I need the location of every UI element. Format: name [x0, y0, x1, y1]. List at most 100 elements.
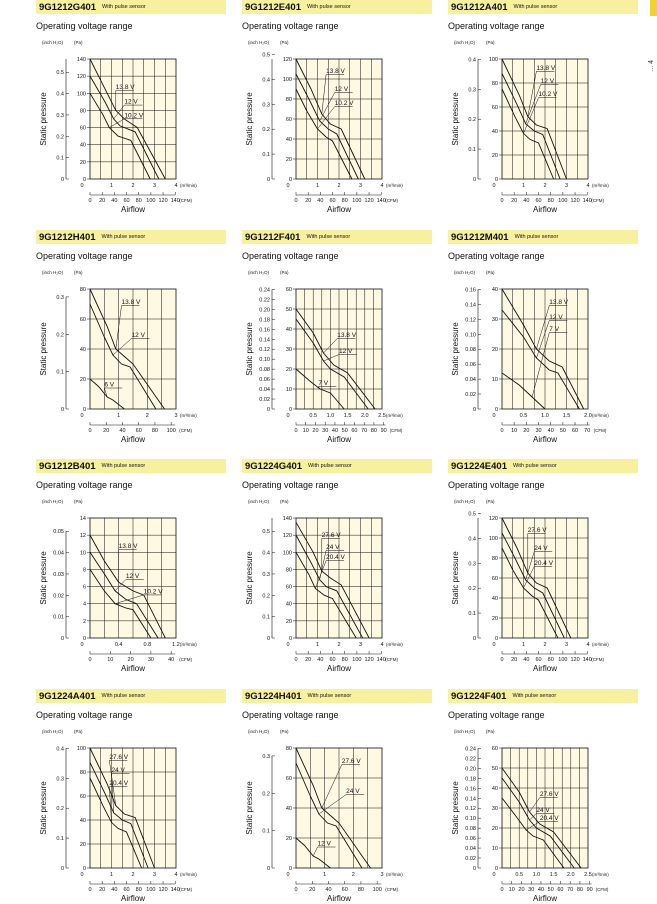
model-header: 9G1224F401 With pulse sensor: [448, 689, 638, 703]
x-zero-label: 0: [492, 872, 495, 878]
cfm-tick-label: 20: [305, 198, 311, 204]
series-leader: [525, 84, 541, 124]
cfm-tick-label: 140: [377, 657, 386, 663]
x-zero-label: 0: [286, 183, 289, 189]
pa-tick-label: 100: [77, 91, 86, 97]
series-line: [89, 777, 143, 869]
operating-range-title: Operating voltage range: [242, 710, 339, 720]
cfm-unit-label: (CFM): [591, 198, 604, 203]
y-axis-title: Static pressure: [39, 322, 48, 376]
m3-tick-label: 4: [174, 872, 177, 878]
pq-curve-chart: (inch H₂O) (Pa)0204060801000.40.30.20.10S…: [451, 40, 609, 214]
series-label: 12 V: [126, 573, 140, 580]
series-label: 12 V: [335, 86, 349, 93]
pa-tick-label: 60: [286, 117, 292, 123]
cfm-tick-label: 40: [317, 198, 323, 204]
series-label: 12 V: [124, 99, 138, 106]
pa-tick-label: 0: [289, 866, 292, 872]
x-zero-label: 0: [286, 872, 289, 878]
inch-unit-label: (inch H₂O): [454, 270, 476, 275]
y-axis-title: Static pressure: [39, 92, 48, 146]
cfm-tick-label: 20: [523, 428, 529, 434]
inch-tick-label: 0.3: [56, 776, 64, 782]
inch-tick-label: 0.5: [262, 52, 270, 58]
cfm-tick-label: 100: [167, 428, 176, 434]
series-line: [501, 58, 567, 180]
cfm-tick-label: 20: [103, 428, 109, 434]
series-leader: [112, 338, 132, 356]
cfm-tick-label: 60: [136, 428, 142, 434]
y-axis-title: Static pressure: [245, 92, 254, 146]
pa-tick-label: 100: [77, 746, 86, 752]
inch-tick-label: 0.1: [262, 829, 270, 835]
cfm-tick-label: 0: [500, 657, 503, 663]
model-header: 9G1212B401 With pulse sensor: [36, 459, 226, 473]
y-axis-title: Static pressure: [451, 781, 460, 835]
pa-tick-label: 40: [286, 137, 292, 143]
pa-tick-label: 40: [286, 602, 292, 608]
pa-unit-label: (Pa): [486, 40, 495, 45]
m3-tick-label: 2: [543, 183, 546, 189]
series-line: [501, 73, 561, 180]
inch-tick-label: 0.14: [465, 302, 476, 308]
pa-tick-label: 40: [492, 786, 498, 792]
m3-tick-label: 4: [380, 642, 383, 648]
cfm-tick-label: 60: [329, 198, 335, 204]
cfm-tick-label: 70: [567, 887, 573, 893]
series-leader: [111, 773, 114, 813]
cfm-tick-label: 100: [558, 198, 567, 204]
pulse-sensor-note: With pulse sensor: [514, 234, 559, 240]
pa-tick-label: 30: [492, 806, 498, 812]
inch-tick-label: 0.4: [262, 551, 270, 557]
cfm-tick-label: 80: [342, 657, 348, 663]
cfm-tick-label: 0: [294, 428, 297, 434]
pa-tick-label: 0: [83, 407, 86, 413]
inch-tick-label: 0.06: [465, 836, 476, 842]
model-header: 9G1224A401 With pulse sensor: [36, 689, 226, 703]
operating-range-title: Operating voltage range: [448, 710, 545, 720]
cfm-tick-label: 20: [128, 657, 134, 663]
m3-tick-label: 3: [359, 642, 362, 648]
m3-tick-label: 4: [586, 642, 589, 648]
m3-tick-label: 1: [110, 872, 113, 878]
y-axis-title: Static pressure: [451, 551, 460, 605]
pulse-sensor-note: With pulse sensor: [307, 4, 351, 10]
cfm-tick-label: 0: [88, 428, 91, 434]
cfm-tick-label: 40: [168, 657, 174, 663]
fan-chart-panel: 9G1212B401 With pulse sensor Operating vol…: [36, 459, 226, 674]
model-name: 9G1212M401: [451, 231, 509, 243]
inch-tick-label: 0.2: [468, 586, 476, 592]
m3-tick-label: 1.0: [541, 413, 549, 419]
cfm-tick-label: 140: [583, 198, 592, 204]
cfm-tick-label: 120: [364, 198, 373, 204]
pa-tick-label: 14: [80, 516, 86, 522]
series-label: 24 V: [112, 767, 126, 774]
series-leader: [525, 551, 535, 581]
series-leader: [323, 338, 338, 354]
cfm-tick-label: 140: [583, 657, 592, 663]
x-zero-label: 0: [80, 183, 83, 189]
m3-unit-label: (m³/min): [180, 183, 197, 188]
inch-tick-label: 0.3: [262, 754, 270, 760]
series-leader: [319, 92, 335, 122]
inch-tick-label: 0.02: [465, 856, 476, 862]
model-name: 9G1224E401: [451, 460, 507, 472]
pulse-sensor-note: With pulse sensor: [512, 693, 557, 699]
fan-chart-panel: 9G1224H401 With pulse sensor Operating vol…: [242, 689, 432, 904]
y-axis-title: Static pressure: [245, 551, 254, 605]
m3-tick-label: 2.0: [567, 872, 575, 878]
operating-range-title: Operating voltage range: [242, 21, 339, 31]
m3-tick-label: 1.5: [344, 413, 352, 419]
pa-tick-label: 2: [83, 619, 86, 625]
cfm-tick-label: 80: [152, 428, 158, 434]
cfm-unit-label: (CFM): [591, 657, 604, 662]
x-axis-title: Airflow: [327, 894, 351, 903]
inch-tick-label: 0.1: [56, 370, 64, 376]
m3-tick-label: 3: [359, 183, 362, 189]
pulse-sensor-note: With pulse sensor: [102, 4, 146, 10]
pa-tick-label: 40: [286, 327, 292, 333]
series-line: [295, 58, 366, 180]
m3-unit-label: (m³/min): [386, 872, 403, 877]
series-line: [501, 532, 565, 639]
inch-tick-label: 0.3: [468, 87, 476, 93]
